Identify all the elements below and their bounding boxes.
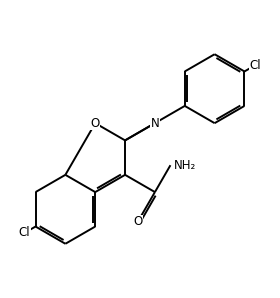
Text: N: N (151, 117, 159, 130)
Text: NH₂: NH₂ (174, 159, 196, 172)
Text: Cl: Cl (19, 226, 30, 239)
Text: O: O (91, 117, 100, 130)
Text: Cl: Cl (250, 59, 261, 72)
Text: O: O (133, 215, 142, 229)
